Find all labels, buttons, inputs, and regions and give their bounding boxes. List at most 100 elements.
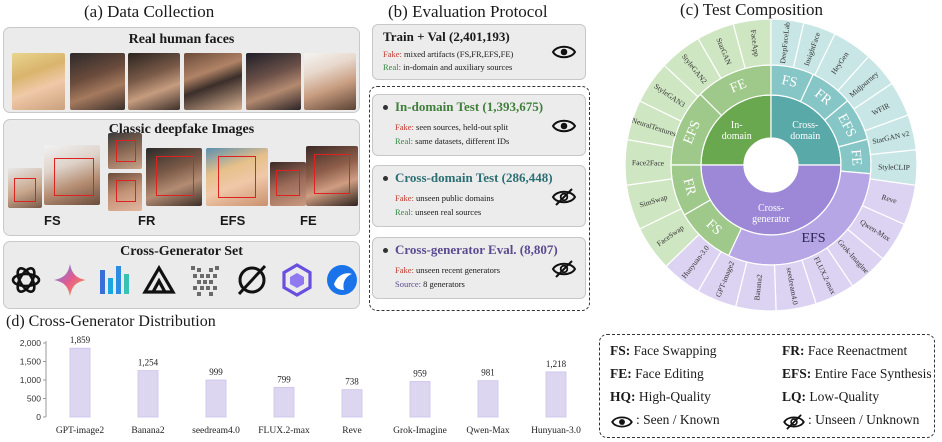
- real-face-photo: [70, 53, 125, 110]
- deepfake-label-fs: FS: [44, 213, 61, 228]
- x-category-label: Hunyuan-3.0: [531, 426, 581, 436]
- sunburst-inner-label: Cross-domain: [790, 120, 820, 142]
- real-faces-panel: Real human faces: [3, 27, 360, 113]
- bar-value-label: 1,218: [546, 359, 567, 369]
- real-face-photo: [246, 53, 301, 110]
- in-domain-test-card: In-domain Test (1,393,675) Fake: seen so…: [372, 94, 586, 156]
- legend-item-fe: FE: Face Editing: [610, 366, 704, 381]
- y-tick-label: 1,000: [20, 375, 42, 385]
- x-category-label: GPT-image2: [56, 426, 104, 436]
- sunburst-outer-label: Face2Face: [632, 158, 665, 168]
- deepfake-label-fr: FR: [138, 213, 156, 228]
- deepfake-source-photo: [108, 133, 142, 169]
- bars-logo-icon: [100, 266, 129, 294]
- bar: [137, 370, 159, 418]
- bar-value-label: 1,859: [70, 335, 91, 345]
- sunburst-middle-label: EFS: [801, 231, 825, 246]
- eye-icon: [551, 45, 577, 59]
- cross-generator-eval-card: Cross-generator Eval. (8,807) Fake: unse…: [372, 237, 586, 299]
- sunburst-middle-label: FE: [728, 76, 749, 96]
- real-face-photo: [304, 53, 356, 110]
- x-category-label: Banana2: [131, 426, 164, 436]
- legend-item-fr: FR: Face Reenactment: [782, 343, 908, 358]
- legend-item-hq: HQ: High-Quality: [610, 389, 711, 404]
- deepfake-label-fe: FE: [300, 213, 317, 228]
- generator-title: Cross-Generator Set: [120, 244, 243, 259]
- real-face-photo: [128, 53, 180, 110]
- abbreviation-legend: FS: Face Swapping FR: Face Reenactment F…: [599, 334, 935, 438]
- y-tick-label: 2,000: [20, 338, 42, 348]
- x-category-label: seedream4.0: [192, 426, 240, 436]
- y-tick-label: 0: [36, 412, 41, 422]
- eye-icon: [551, 119, 577, 133]
- x-category-label: Grok-Imagine: [393, 426, 447, 436]
- sunburst-center-hole: [744, 138, 798, 192]
- face-region-box: [314, 154, 350, 194]
- y-tick-label: 1,500: [20, 357, 42, 367]
- legend-item-efs: EFS: Entire Face Synthesis: [782, 366, 932, 381]
- real-face-photo: [184, 53, 242, 110]
- sunburst-inner-label: In-domain: [722, 120, 752, 142]
- legend-item-fs: FS: Face Swapping: [610, 343, 717, 358]
- section-title-cross-generator-distribution: (d) Cross-Generator Distribution: [6, 313, 216, 330]
- sunburst-middle-label: FS: [780, 73, 798, 91]
- cross-generator-fake-line: Fake: unseen recent generators: [395, 265, 501, 275]
- section-title-evaluation-protocol: (b) Evaluation Protocol: [388, 2, 548, 21]
- legend-seen-known: : Seen / Known: [636, 412, 720, 427]
- cross-domain-real-line: Real: unseen real sources: [395, 207, 482, 217]
- deepfake-source-photo: [108, 173, 142, 211]
- eye-slash-icon: [551, 188, 577, 206]
- bar-value-label: 981: [481, 368, 495, 378]
- face-region-box: [218, 156, 256, 198]
- face-region-box: [116, 140, 136, 162]
- sunburst-outer-label: FaceApp: [749, 29, 761, 57]
- bar-value-label: 738: [345, 377, 359, 387]
- real-face-photo: [12, 53, 65, 110]
- sunburst-middle-label: FR: [679, 177, 698, 198]
- bullet-dot: [383, 105, 388, 110]
- face-region-box: [54, 158, 94, 196]
- x-category-label: Qwen-Max: [466, 426, 510, 436]
- y-tick-label: 500: [27, 394, 41, 404]
- grid-logo-icon: [191, 266, 219, 296]
- flux-logo-icon: [142, 264, 176, 294]
- sunburst-outline: [624, 18, 918, 312]
- train-val-title: Train + Val (2,401,193): [383, 29, 510, 44]
- cross-domain-test-card: Cross-domain Test (286,448) Fake: unseen…: [372, 165, 586, 227]
- face-region-box: [276, 170, 300, 196]
- bar: [545, 371, 567, 418]
- cross-generator-source-line: Source: 8 generators: [395, 279, 465, 289]
- test-composition-sunburst: In-domain Cross-domain Cross-generator FE EF…: [624, 18, 918, 312]
- bar: [205, 379, 227, 418]
- deepfake-title: Classic deepfake Images: [108, 122, 255, 137]
- bullet-dot: [383, 176, 388, 181]
- bar-value-label: 1,254: [138, 358, 159, 368]
- eye-slash-icon: [551, 260, 577, 278]
- sunburst-outer-label: Banana2: [752, 274, 764, 301]
- section-title-test-composition: (c) Test Composition: [680, 0, 823, 19]
- sunburst-outer-label: Reve: [881, 192, 899, 205]
- bullet-dot: [383, 248, 388, 253]
- deepfake-label-efs: EFS: [220, 213, 246, 228]
- in-domain-test-title: In-domain Test (1,393,675): [395, 99, 544, 114]
- eye-slash-icon: [783, 414, 805, 430]
- grok-logo-icon: [237, 264, 267, 296]
- face-region-box: [116, 180, 136, 202]
- train-val-card: Train + Val (2,401,193) Fake: mixed arti…: [372, 24, 586, 80]
- legend-unseen-unknown: : Unseen / Unknown: [808, 412, 920, 427]
- cross-generator-eval-title: Cross-generator Eval. (8,807): [395, 242, 558, 257]
- section-title-data-collection: (a) Data Collection: [84, 2, 215, 21]
- cross-domain-fake-line: Fake: unseen public domains: [395, 193, 494, 203]
- qwen-logo-icon: [282, 263, 312, 297]
- eye-icon: [611, 416, 633, 428]
- sunburst-outer-label: StyleCLIP: [878, 162, 910, 172]
- legend-item-lq: LQ: Low-Quality: [782, 389, 880, 404]
- bar-value-label: 999: [209, 367, 223, 377]
- deepfake-face-reenactment-photo: [146, 148, 202, 206]
- sunburst-inner-label: Cross-generator: [752, 203, 790, 225]
- bar: [409, 381, 431, 418]
- openai-logo-icon: [11, 267, 41, 293]
- x-category-label: Reve: [342, 426, 362, 436]
- train-fake-line: Fake: mixed artifacts (FS,FR,EFS,FE): [383, 49, 514, 59]
- bar: [341, 389, 363, 418]
